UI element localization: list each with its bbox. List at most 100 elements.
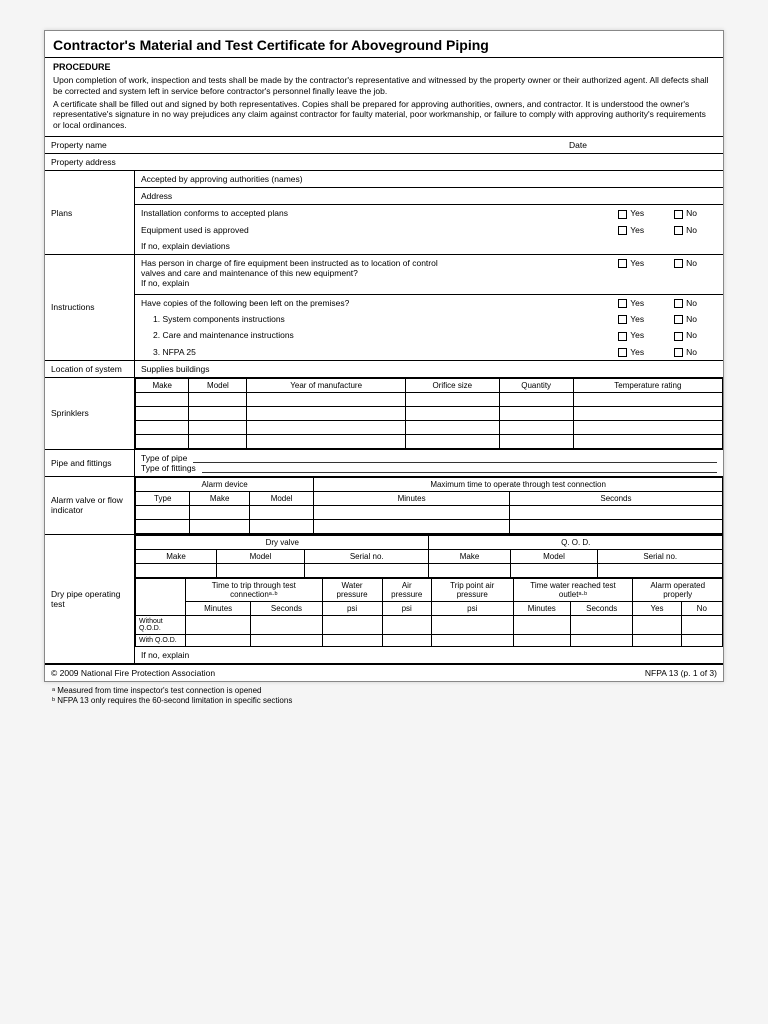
checkbox-icon[interactable] [674,210,683,219]
table-row[interactable] [136,406,723,420]
table-row[interactable] [136,505,723,519]
col-make: Make [190,491,249,505]
unit-no: No [681,601,722,615]
col-minutes: Minutes [314,491,510,505]
checkbox-icon[interactable] [674,332,683,341]
instructions-q1: Has person in charge of fire equipment b… [141,258,441,278]
procedure-heading: PROCEDURE [53,62,715,73]
instructions-section: Instructions Has person in charge of fir… [45,255,723,361]
col-year: Year of manufacture [247,378,406,392]
pipe-type-field[interactable] [193,453,717,463]
plans-equipment: Equipment used is approved [141,225,249,235]
plans-section: Plans Accepted by approving authorities … [45,171,723,255]
checkbox-icon[interactable] [618,315,627,324]
col-make: Make [136,549,217,563]
pipe-body: Type of pipe Type of fittings [135,450,723,476]
instructions-body: Has person in charge of fire equipment b… [135,255,723,360]
checkbox-icon[interactable] [618,332,627,341]
checkbox-icon[interactable] [618,226,627,235]
checkbox-icon[interactable] [674,299,683,308]
alarm-table-wrap: Alarm device Maximum time to operate thr… [135,477,723,534]
table-row: Make Model Serial no. Make Model Serial … [136,549,723,563]
checkbox-icon[interactable] [618,259,627,268]
checkbox-icon[interactable] [618,348,627,357]
property-address-label: Property address [45,154,723,170]
col-water-pressure: Water pressure [322,578,382,601]
copyright: © 2009 National Fire Protection Associat… [51,668,215,678]
sprinklers-table: Make Model Year of manufacture Orifice s… [135,378,723,449]
table-row[interactable] [136,519,723,533]
alarm-device-header: Alarm device [136,477,314,491]
col-model: Model [249,491,313,505]
instructions-q2-row: Have copies of the following been left o… [135,295,723,311]
property-name-row: Property name Date [45,137,723,154]
dry-test-table: Time to trip through test connectionᵃ·ᵇ … [135,578,723,647]
property-address-row: Property address [45,154,723,171]
dry-valve-table: Dry valve Q. O. D. Make Model Serial no.… [135,535,723,578]
table-row[interactable] [136,434,723,448]
checkbox-icon[interactable] [618,299,627,308]
date-label: Date [563,137,723,153]
fittings-type-field[interactable] [202,463,717,473]
table-row[interactable] [136,392,723,406]
sprinklers-label: Sprinklers [45,378,135,449]
no-label: No [686,208,697,218]
checkbox-icon[interactable] [618,210,627,219]
col-model: Model [510,549,598,563]
yes-label: Yes [630,258,644,268]
col-alarm-proper: Alarm operated properly [633,578,723,601]
col-make: Make [429,549,510,563]
dry-section: Dry pipe operating test Dry valve Q. O. … [45,535,723,664]
table-row[interactable] [136,420,723,434]
no-label: No [686,330,697,340]
unit-seconds: Seconds [251,601,322,615]
table-row: Minutes Seconds psi psi psi Minutes Seco… [136,601,723,615]
alarm-section: Alarm valve or flow indicator Alarm devi… [45,477,723,535]
location-label: Location of system [45,361,135,377]
table-row[interactable]: With Q.O.D. [136,634,723,646]
no-label: No [686,258,697,268]
col-model: Model [217,549,305,563]
plans-address: Address [135,188,723,205]
col-qty: Quantity [499,378,573,392]
instructions-i1: 1. System components instructions [153,314,285,324]
unit-psi: psi [431,601,513,615]
plans-conforms-row: Installation conforms to accepted plans … [135,205,723,221]
qod-header: Q. O. D. [429,535,723,549]
col-serial: Serial no. [598,549,723,563]
dry-body: Dry valve Q. O. D. Make Model Serial no.… [135,535,723,663]
table-row[interactable] [136,563,723,577]
col-trip-point: Trip point air pressure [431,578,513,601]
pipe-type-label: Type of pipe [141,453,187,463]
no-label: No [686,298,697,308]
unit-minutes: Minutes [513,601,570,615]
footnote-a: ᵃ Measured from time inspector's test co… [52,686,716,696]
pipe-section: Pipe and fittings Type of pipe Type of f… [45,450,723,477]
plans-body: Accepted by approving authorities (names… [135,171,723,254]
col-temp: Temperature rating [573,378,722,392]
col-make: Make [136,378,189,392]
row-without-qod: Without Q.O.D. [136,615,186,634]
col-orifice: Orifice size [405,378,499,392]
instructions-i2: 2. Care and maintenance instructions [153,330,294,340]
location-section: Location of system Supplies buildings [45,361,723,378]
checkbox-icon[interactable] [674,348,683,357]
checkbox-icon[interactable] [674,315,683,324]
table-row: Dry valve Q. O. D. [136,535,723,549]
dry-label: Dry pipe operating test [45,535,135,663]
plans-label: Plans [45,171,135,254]
unit-psi: psi [382,601,431,615]
unit-seconds: Seconds [570,601,633,615]
form-page: Contractor's Material and Test Certifica… [44,30,724,682]
procedure-para-1: Upon completion of work, inspection and … [53,75,715,96]
table-row[interactable]: Without Q.O.D. [136,615,723,634]
instructions-i3: 3. NFPA 25 [153,347,196,357]
instructions-i1-row: 1. System components instructions Yes No [135,311,723,327]
plans-conforms: Installation conforms to accepted plans [141,208,288,218]
checkbox-icon[interactable] [674,259,683,268]
checkbox-icon[interactable] [674,226,683,235]
yes-label: Yes [630,208,644,218]
instructions-q1-row: Has person in charge of fire equipment b… [135,255,723,295]
pipe-label: Pipe and fittings [45,450,135,476]
yes-label: Yes [630,314,644,324]
